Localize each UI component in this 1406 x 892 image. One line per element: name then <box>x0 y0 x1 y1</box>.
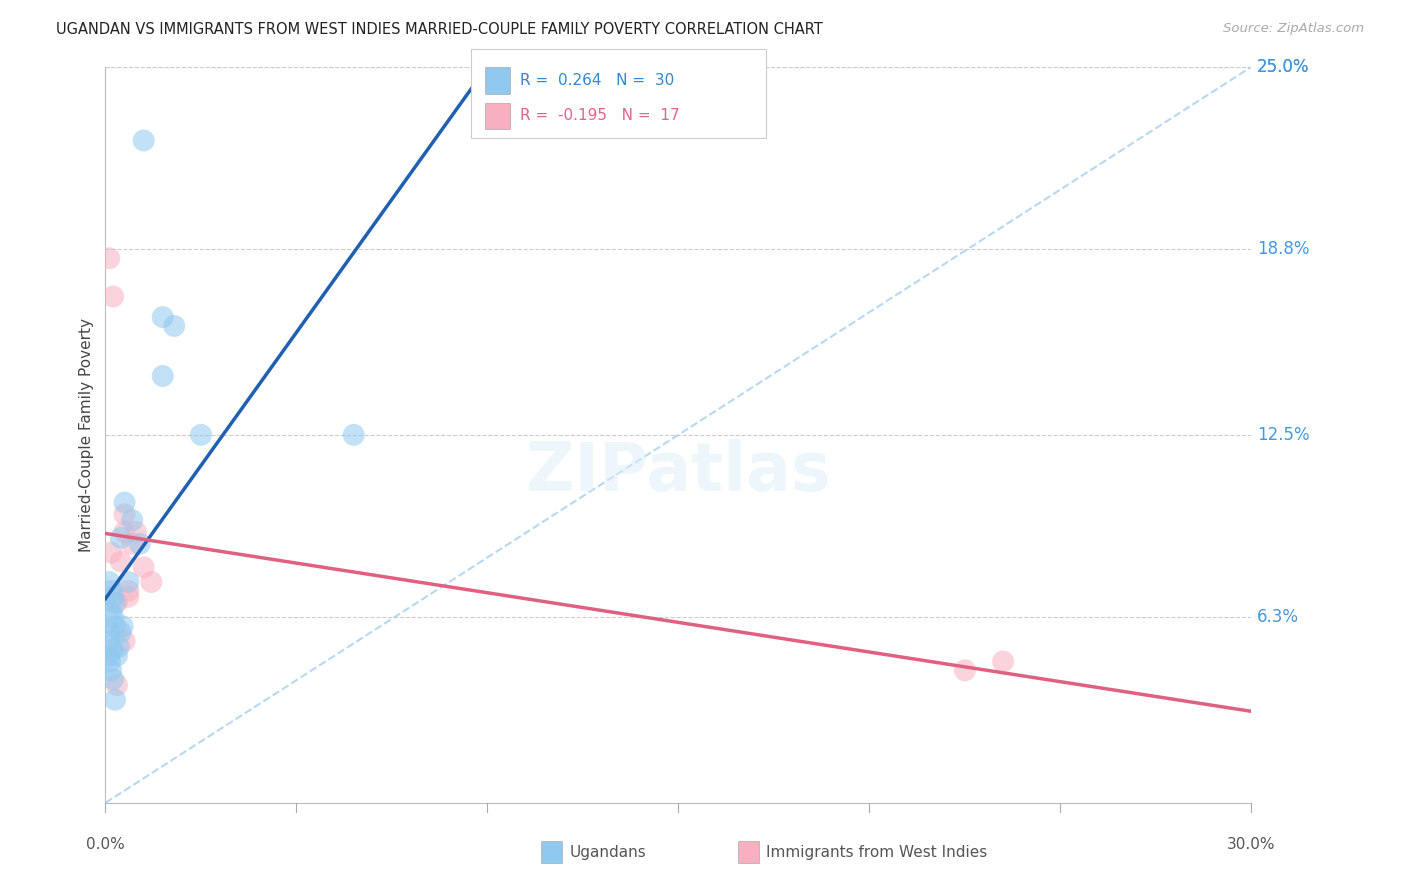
Text: 0.0%: 0.0% <box>86 837 125 852</box>
Point <box>114 495 136 509</box>
Text: 12.5%: 12.5% <box>1257 425 1309 444</box>
Point <box>121 537 143 551</box>
Point <box>114 633 136 648</box>
Text: 18.8%: 18.8% <box>1257 241 1309 259</box>
Point <box>152 369 174 384</box>
Point <box>128 537 150 551</box>
Point <box>100 583 122 598</box>
Text: 25.0%: 25.0% <box>1257 58 1309 76</box>
Point <box>98 625 121 640</box>
Point <box>98 575 121 590</box>
Text: Source: ZipAtlas.com: Source: ZipAtlas.com <box>1223 22 1364 36</box>
Point <box>108 640 131 654</box>
Point <box>101 642 124 657</box>
Y-axis label: Married-Couple Family Poverty: Married-Couple Family Poverty <box>79 318 94 552</box>
Text: 25.0%: 25.0% <box>1257 58 1309 76</box>
Point <box>152 310 174 325</box>
Point <box>111 619 134 633</box>
Point <box>98 655 121 669</box>
Point <box>125 524 148 539</box>
Point <box>114 508 136 522</box>
Point <box>190 428 212 442</box>
Text: ZIPatlas: ZIPatlas <box>526 439 831 505</box>
Point <box>141 575 163 590</box>
Point <box>101 590 124 604</box>
Point <box>343 428 366 442</box>
Point <box>117 590 139 604</box>
Point <box>110 554 132 568</box>
Point <box>953 664 976 678</box>
Point <box>991 655 1014 669</box>
Point <box>98 252 121 266</box>
Point <box>117 583 139 598</box>
Point <box>101 610 124 624</box>
Point <box>121 513 143 527</box>
Point <box>114 524 136 539</box>
Point <box>163 318 186 333</box>
Text: UGANDAN VS IMMIGRANTS FROM WEST INDIES MARRIED-COUPLE FAMILY POVERTY CORRELATION: UGANDAN VS IMMIGRANTS FROM WEST INDIES M… <box>56 22 823 37</box>
Point <box>104 692 127 706</box>
Point <box>101 289 124 303</box>
Point <box>101 672 124 686</box>
Point <box>98 633 121 648</box>
Text: Immigrants from West Indies: Immigrants from West Indies <box>766 845 987 860</box>
Point <box>110 625 132 640</box>
Point <box>105 596 128 610</box>
Point <box>104 596 127 610</box>
Point <box>105 648 128 663</box>
Point <box>100 664 122 678</box>
Text: R =  -0.195   N =  17: R = -0.195 N = 17 <box>520 109 681 123</box>
Text: 6.3%: 6.3% <box>1257 608 1299 626</box>
Point <box>105 678 128 692</box>
Point <box>104 619 127 633</box>
Point <box>132 560 155 574</box>
Point <box>100 546 122 560</box>
Text: 30.0%: 30.0% <box>1227 837 1275 852</box>
Point <box>132 133 155 147</box>
Text: Ugandans: Ugandans <box>569 845 647 860</box>
Point <box>110 531 132 545</box>
Point <box>117 575 139 590</box>
Point <box>98 648 121 663</box>
Text: R =  0.264   N =  30: R = 0.264 N = 30 <box>520 73 675 87</box>
Point <box>100 605 122 619</box>
